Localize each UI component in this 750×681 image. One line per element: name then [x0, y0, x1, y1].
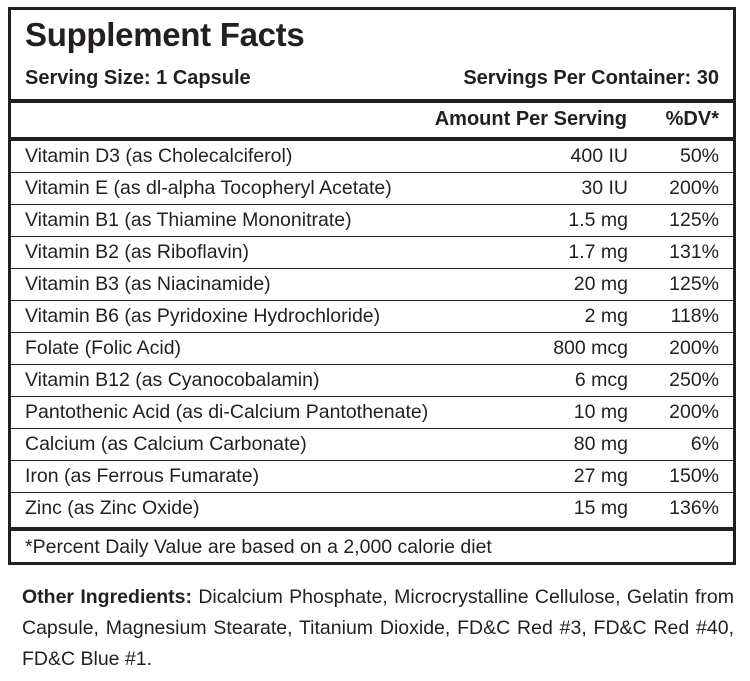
nutrient-dv: 125% [669, 209, 719, 231]
table-row: Pantothenic Acid (as di-Calcium Pantothe… [11, 397, 733, 429]
nutrient-name: Vitamin B2 (as Riboflavin) [25, 241, 249, 263]
nutrient-name: Vitamin B12 (as Cyanocobalamin) [25, 369, 320, 391]
other-ingredients-text: Dicalcium Phosphate, Microcrystalline Ce… [22, 586, 734, 670]
nutrient-amount: 800 mcg [553, 337, 628, 359]
nutrient-amount: 27 mg [573, 465, 628, 487]
table-row: Vitamin D3 (as Cholecalciferol) 400 IU 50% [11, 141, 733, 173]
other-ingredients-heading: Other Ingredients: [22, 586, 192, 608]
nutrient-amount: 30 IU [581, 177, 628, 199]
nutrient-amount: 20 mg [573, 273, 628, 295]
nutrient-dv: 200% [669, 177, 719, 199]
panel-title: Supplement Facts [25, 16, 305, 53]
supplement-facts-panel: Supplement Facts Serving Size: 1 Capsule… [8, 7, 736, 565]
servings-per-container: Servings Per Container: 30 [463, 67, 719, 89]
nutrient-dv: 131% [669, 241, 719, 263]
nutrient-dv: 200% [669, 337, 719, 359]
nutrient-dv: 150% [669, 465, 719, 487]
nutrient-name: Calcium (as Calcium Carbonate) [25, 433, 307, 455]
nutrient-dv: 118% [670, 305, 719, 327]
footnote: *Percent Daily Value are based on a 2,00… [25, 536, 492, 558]
divider-thick [11, 137, 733, 141]
table-row: Vitamin B3 (as Niacinamide) 20 mg 125% [11, 269, 733, 301]
other-ingredients: Other Ingredients: Dicalcium Phosphate, … [22, 582, 734, 675]
amount-header: Amount Per Serving [434, 108, 627, 130]
nutrient-amount: 1.7 mg [568, 241, 628, 263]
table-row: Vitamin E (as dl-alpha Tocopheryl Acetat… [11, 173, 733, 205]
nutrient-name: Vitamin B6 (as Pyridoxine Hydrochloride) [25, 305, 381, 327]
table-row: Vitamin B2 (as Riboflavin) 1.7 mg 131% [11, 237, 733, 269]
nutrient-name: Iron (as Ferrous Fumarate) [25, 465, 260, 487]
table-row: Vitamin B12 (as Cyanocobalamin) 6 mcg 250% [11, 365, 733, 397]
nutrient-name: Zinc (as Zinc Oxide) [25, 497, 200, 519]
nutrient-dv: 6% [690, 433, 719, 455]
nutrient-dv: 250% [669, 369, 719, 391]
nutrient-dv: 125% [669, 273, 719, 295]
serving-info: Serving Size: 1 Capsule Servings Per Con… [25, 67, 719, 90]
divider-thick [11, 99, 733, 103]
nutrient-name: Pantothenic Acid (as di-Calcium Pantothe… [25, 401, 429, 423]
nutrient-amount: 10 mg [573, 401, 628, 423]
nutrient-amount: 2 mg [584, 305, 628, 327]
table-row: Calcium (as Calcium Carbonate) 80 mg 6% [11, 429, 733, 461]
nutrient-table: Vitamin D3 (as Cholecalciferol) 400 IU 50%… [11, 141, 733, 524]
nutrient-name: Vitamin B1 (as Thiamine Mononitrate) [25, 209, 352, 231]
nutrient-amount: 80 mg [573, 433, 628, 455]
nutrient-name: Vitamin D3 (as Cholecalciferol) [25, 145, 293, 167]
table-row: Vitamin B6 (as Pyridoxine Hydrochloride)… [11, 301, 733, 333]
column-header: Amount Per Serving %DV* [11, 105, 733, 137]
dv-header: %DV* [665, 108, 719, 130]
divider-thick [11, 527, 733, 531]
nutrient-amount: 6 mcg [574, 369, 628, 391]
table-row: Vitamin B1 (as Thiamine Mononitrate) 1.5 … [11, 205, 733, 237]
serving-size: Serving Size: 1 Capsule [25, 67, 251, 89]
nutrient-name: Folate (Folic Acid) [25, 337, 182, 359]
nutrient-dv: 136% [669, 497, 719, 519]
nutrient-name: Vitamin B3 (as Niacinamide) [25, 273, 271, 295]
nutrient-amount: 15 mg [573, 497, 628, 519]
nutrient-dv: 50% [679, 145, 719, 167]
table-row: Zinc (as Zinc Oxide) 15 mg 136% [11, 493, 733, 524]
nutrient-name: Vitamin E (as dl-alpha Tocopheryl Acetat… [25, 177, 392, 199]
table-row: Iron (as Ferrous Fumarate) 27 mg 150% [11, 461, 733, 493]
nutrient-dv: 200% [669, 401, 719, 423]
table-row: Folate (Folic Acid) 800 mcg 200% [11, 333, 733, 365]
nutrient-amount: 1.5 mg [568, 209, 628, 231]
nutrient-amount: 400 IU [570, 145, 628, 167]
